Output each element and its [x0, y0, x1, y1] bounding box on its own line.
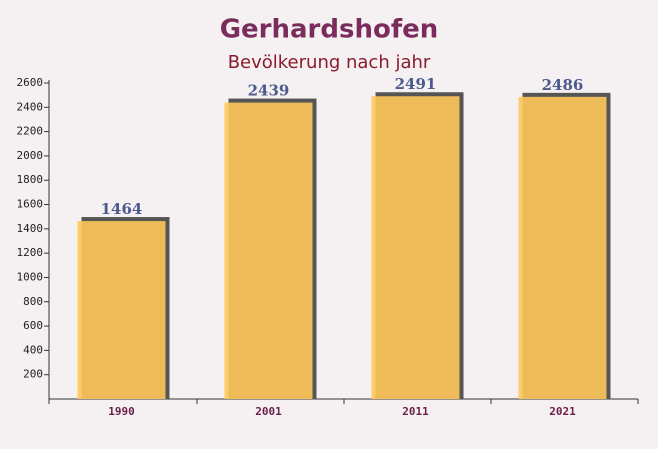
y-tick-label: 2000 — [17, 149, 44, 162]
x-tick-label: 1990 — [108, 405, 135, 418]
bar — [518, 96, 607, 400]
y-tick-label: 1000 — [17, 270, 44, 283]
x-tick-label: 2021 — [549, 405, 576, 418]
y-tick-label: 800 — [23, 295, 43, 308]
bar — [77, 221, 166, 399]
y-tick-label: 600 — [23, 319, 43, 332]
value-label: 2439 — [248, 82, 290, 100]
value-label: 2486 — [542, 76, 584, 94]
y-tick-label: 2200 — [17, 125, 44, 138]
chart-subtitle: Bevölkerung nach jahr — [228, 52, 431, 73]
x-tick-label: 2011 — [402, 405, 429, 418]
y-tick-label: 2400 — [17, 100, 44, 113]
y-tick-label: 2600 — [17, 76, 44, 89]
y-tick-label: 200 — [23, 368, 43, 381]
y-tick-label: 1600 — [17, 198, 44, 211]
value-label: 2491 — [395, 75, 437, 93]
bar — [371, 96, 460, 400]
chart-title: Gerhardshofen — [220, 15, 439, 45]
y-tick-label: 1800 — [17, 173, 44, 186]
y-tick-label: 400 — [23, 343, 43, 356]
value-label: 1464 — [101, 200, 143, 218]
bar — [224, 102, 313, 400]
x-tick-label: 2001 — [255, 405, 282, 418]
y-tick-label: 1400 — [17, 222, 44, 235]
y-tick-label: 1200 — [17, 246, 44, 259]
